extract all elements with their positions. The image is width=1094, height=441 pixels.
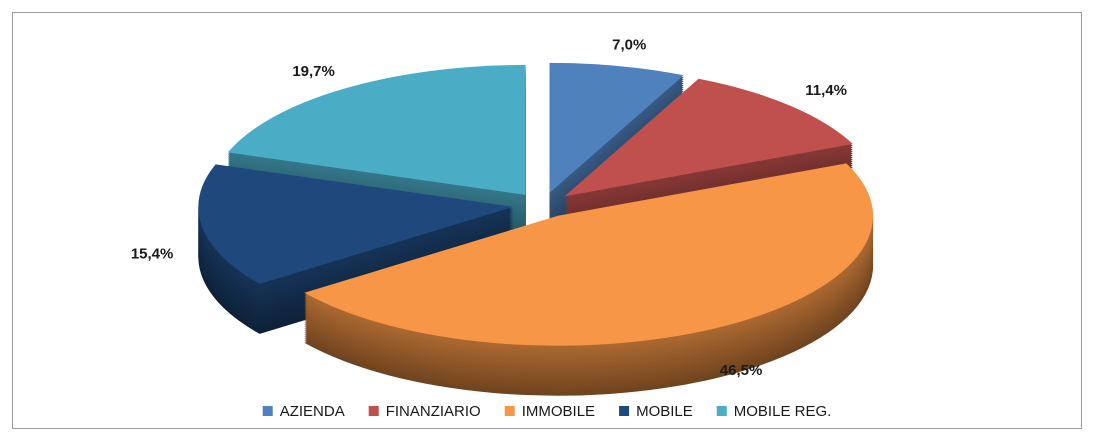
slice — [227, 64, 526, 195]
data-label: 11,4% — [805, 82, 847, 99]
legend-swatch — [619, 406, 630, 416]
legend-swatch — [716, 406, 727, 416]
data-label: 15,4% — [131, 245, 174, 262]
legend-label: MOBILE — [636, 403, 693, 420]
legend-label: IMMOBILE — [522, 403, 595, 420]
legend-swatch — [262, 406, 273, 416]
legend: AZIENDA FINANZIARIO IMMOBILE MOBILE MOBILE R… — [262, 403, 832, 420]
legend-label: AZIENDA — [280, 403, 345, 420]
legend-label: FINANZIARIO — [386, 403, 481, 420]
legend-swatch — [368, 406, 379, 416]
slice — [304, 163, 874, 346]
data-label: 46,5% — [720, 362, 763, 379]
legend-label: MOBILE REG. — [734, 403, 832, 420]
data-label: 19,7% — [292, 63, 335, 80]
slice — [198, 164, 514, 284]
slice — [564, 78, 853, 197]
slice — [549, 62, 684, 193]
legend-swatch — [504, 406, 515, 416]
data-label: 7,0% — [612, 37, 646, 54]
